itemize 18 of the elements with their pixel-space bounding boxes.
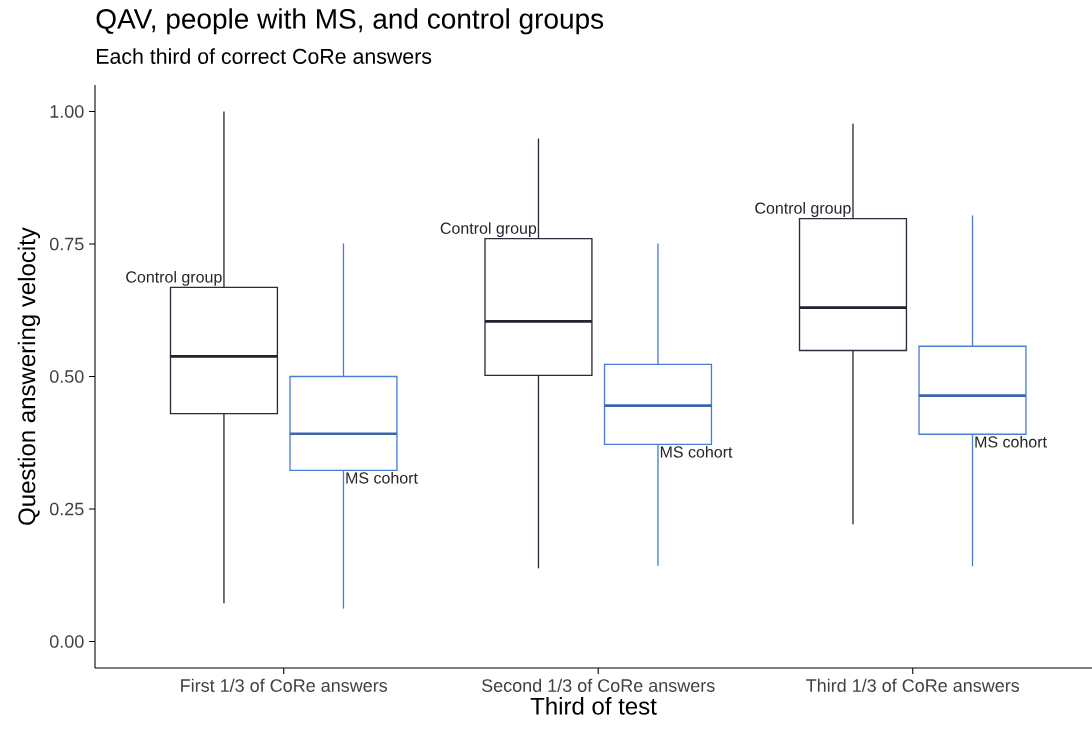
x-tick-label: Second 1/3 of CoRe answers	[481, 678, 715, 692]
text: Control group	[440, 222, 537, 238]
text: MS cohort	[975, 435, 1047, 448]
y-tick-label: 0.50	[49, 370, 84, 383]
y-tick-label: 0.00	[49, 635, 84, 648]
chart-subtitle: Each third of correct CoRe answers	[97, 48, 432, 64]
y-tick-label: 1.00	[50, 105, 84, 118]
chart-title: QAV, people with MS, and control groups	[96, 8, 604, 35]
y-axis-title: Question answering velocity	[17, 227, 41, 525]
y-tick-label: 0.25	[49, 502, 84, 516]
text: Control group	[755, 202, 851, 217]
series-label: MS cohort	[346, 471, 418, 484]
y-tick-label: 0.75	[49, 237, 84, 251]
x-tick-label: Third 1/3 of CoRe answers	[806, 678, 1020, 692]
text: MS cohort	[660, 445, 733, 458]
x-axis-title: Third of test	[530, 697, 657, 715]
x-tick-label: First 1/3 of CoRe answers	[181, 678, 388, 692]
series-label: Control group	[126, 270, 222, 286]
